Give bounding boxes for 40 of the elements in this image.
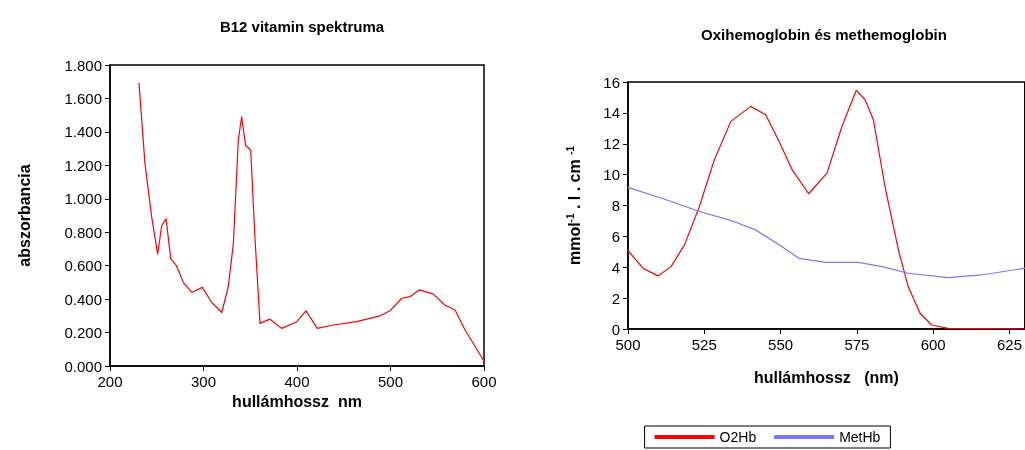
y-tick-label: 10 [603, 166, 620, 184]
y-tick-label: 12 [603, 135, 620, 153]
chart-title: B12 vitamin spektruma [219, 18, 385, 35]
y-tick-label: 0.400 [64, 290, 102, 308]
x-tick-label: 300 [190, 373, 217, 390]
y-tick-label: 0.800 [64, 223, 102, 241]
y-tick-label: 8 [611, 197, 620, 214]
y-tick-label: 2 [611, 289, 620, 307]
y-tick-label: 0 [611, 320, 620, 338]
x-tick-label: 625 [996, 336, 1022, 353]
y-tick-label: 1.600 [64, 89, 102, 107]
y-tick-label: 1.000 [64, 190, 102, 208]
x-tick-label: 500 [615, 336, 641, 353]
legend-label: O2Hb [719, 429, 757, 445]
x-tick-label: 575 [844, 336, 870, 353]
x-tick-label: 200 [97, 373, 123, 390]
y-tick-label: 1.200 [64, 156, 102, 174]
x-tick-label: 500 [377, 373, 404, 390]
y-axis-title: abszorbancia [15, 164, 33, 267]
line-series [627, 186, 1025, 279]
x-axis-title: hullámhossz (nm) [753, 368, 899, 386]
y-tick-label: 1.400 [64, 123, 102, 141]
y-tick-label: 0.200 [64, 324, 102, 342]
x-tick-label: 525 [691, 336, 717, 353]
y-tick-label: 1.800 [64, 56, 102, 74]
legend-label: MetHb [839, 429, 881, 445]
y-tick-label: 4 [611, 258, 620, 276]
x-axis-title: hullámhossz nm [232, 393, 362, 411]
x-tick-label: 600 [920, 336, 946, 353]
x-tick-label: 600 [471, 373, 497, 390]
line-series [138, 82, 485, 362]
chart-title: Oxihemoglobin és methemoglobin [701, 26, 947, 43]
x-tick-label: 400 [284, 373, 310, 390]
y-tick-label: 0.000 [64, 357, 102, 375]
y-tick-label: 14 [603, 104, 620, 122]
y-axis-title: mmol-1 . l . cm -1 [564, 145, 583, 266]
x-tick-label: 550 [768, 336, 794, 353]
y-tick-label: 16 [603, 73, 620, 91]
y-tick-label: 6 [611, 227, 620, 245]
y-tick-label: 0.600 [64, 257, 102, 275]
